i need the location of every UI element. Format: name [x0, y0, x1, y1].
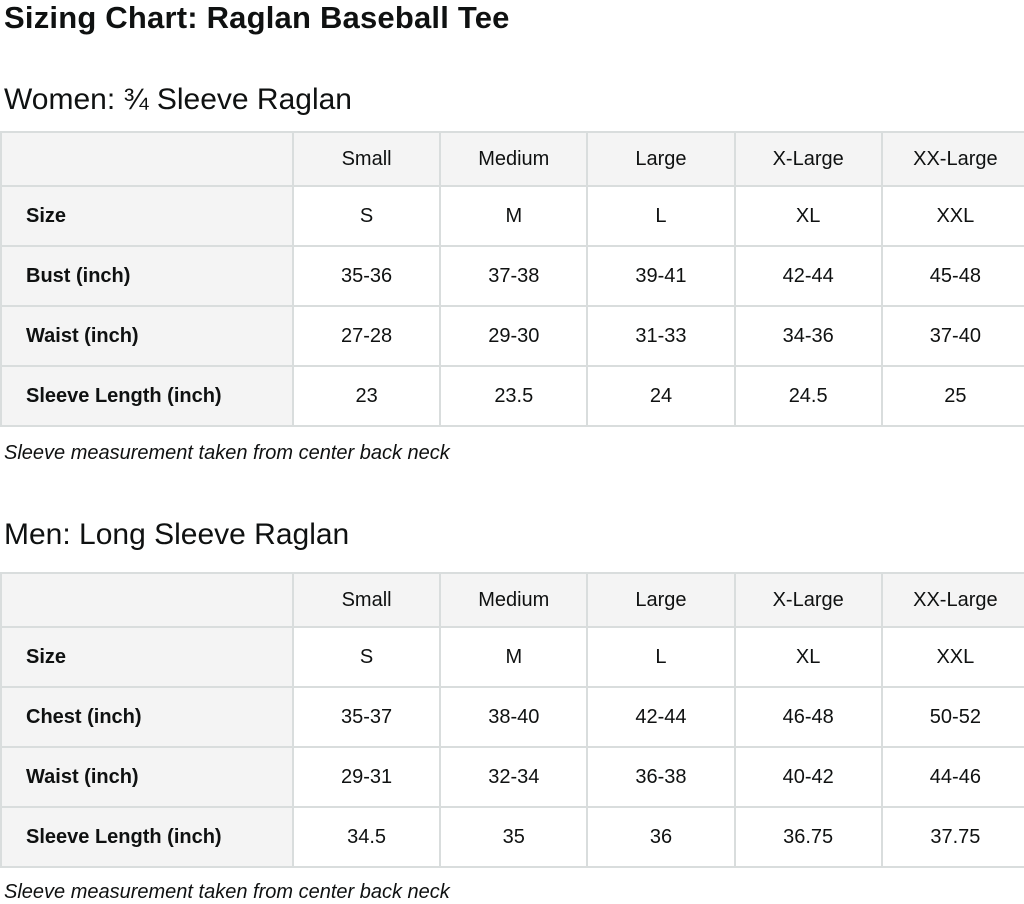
column-header-xx-large: XX-Large: [880, 131, 1024, 187]
row-label: Chest (inch): [0, 686, 294, 748]
table-row: Sleeve Length (inch) 34.5 35 36 36.75 37.75: [0, 806, 1024, 868]
table-row: Sleeve Length (inch) 23 23.5 24 24.5 25: [0, 365, 1024, 427]
column-header-x-large: X-Large: [733, 572, 883, 628]
column-header-medium: Medium: [439, 131, 589, 187]
value-cell: M: [439, 185, 589, 247]
men-sleeve-note: Sleeve measurement taken from center bac…: [4, 881, 450, 903]
value-cell: 35-36: [291, 245, 442, 307]
value-cell: 38-40: [439, 686, 589, 748]
value-cell: 36: [586, 806, 736, 868]
women-sleeve-note: Sleeve measurement taken from center bac…: [4, 442, 450, 464]
column-header-large: Large: [586, 572, 736, 628]
column-header-large: Large: [586, 131, 736, 187]
men-size-table: Small Medium Large X-Large XX-Large Size S M L X…: [0, 572, 1024, 868]
table-row: Size S M L XL XXL: [0, 626, 1024, 688]
women-section: Women: ¾ Sleeve Raglan Small Medium Large X…: [0, 84, 1024, 465]
value-cell: 35: [439, 806, 589, 868]
value-cell: 50-52: [880, 686, 1024, 748]
value-cell: 31-33: [586, 305, 736, 367]
value-cell: 42-44: [586, 686, 736, 748]
header-row: Small Medium Large X-Large XX-Large: [0, 572, 1024, 628]
value-cell: 25: [880, 365, 1024, 427]
value-cell: XL: [733, 626, 883, 688]
row-label: Sleeve Length (inch): [0, 806, 294, 868]
value-cell: 42-44: [733, 245, 883, 307]
value-cell: 23: [291, 365, 442, 427]
value-cell: 29-31: [291, 746, 442, 808]
value-cell: 34.5: [291, 806, 442, 868]
value-cell: 40-42: [733, 746, 883, 808]
table-row: Bust (inch) 35-36 37-38 39-41 42-44 45-48: [0, 245, 1024, 307]
value-cell: S: [291, 185, 442, 247]
value-cell: 24.5: [733, 365, 883, 427]
value-cell: 39-41: [586, 245, 736, 307]
value-cell: 37.75: [880, 806, 1024, 868]
column-header-x-large: X-Large: [733, 131, 883, 187]
women-size-table: Small Medium Large X-Large XX-Large Size S M L X…: [0, 131, 1024, 427]
value-cell: 34-36: [733, 305, 883, 367]
row-label: Waist (inch): [0, 746, 294, 808]
row-label: Waist (inch): [0, 305, 294, 367]
corner-cell: [0, 572, 294, 628]
row-label: Size: [0, 626, 294, 688]
value-cell: 36.75: [733, 806, 883, 868]
header-row: Small Medium Large X-Large XX-Large: [0, 131, 1024, 187]
row-label: Bust (inch): [0, 245, 294, 307]
value-cell: 44-46: [880, 746, 1024, 808]
women-section-heading: Women: ¾ Sleeve Raglan: [4, 83, 352, 116]
value-cell: L: [586, 626, 736, 688]
value-cell: S: [291, 626, 442, 688]
table-row: Waist (inch) 29-31 32-34 36-38 40-42 44-46: [0, 746, 1024, 808]
value-cell: XL: [733, 185, 883, 247]
column-header-small: Small: [291, 572, 442, 628]
value-cell: 37-40: [880, 305, 1024, 367]
value-cell: XXL: [880, 185, 1024, 247]
corner-cell: [0, 131, 294, 187]
row-label: Size: [0, 185, 294, 247]
value-cell: 29-30: [439, 305, 589, 367]
column-header-medium: Medium: [439, 572, 589, 628]
value-cell: 46-48: [733, 686, 883, 748]
value-cell: 27-28: [291, 305, 442, 367]
men-section-heading: Men: Long Sleeve Raglan: [4, 518, 350, 551]
table-row: Size S M L XL XXL: [0, 185, 1024, 247]
men-section: Men: Long Sleeve Raglan Small Medium Large…: [0, 519, 1024, 904]
table-row: Chest (inch) 35-37 38-40 42-44 46-48 50-52: [0, 686, 1024, 748]
row-label: Sleeve Length (inch): [0, 365, 294, 427]
value-cell: XXL: [880, 626, 1024, 688]
table-row: Waist (inch) 27-28 29-30 31-33 34-36 37-40: [0, 305, 1024, 367]
value-cell: 23.5: [439, 365, 589, 427]
value-cell: 45-48: [880, 245, 1024, 307]
value-cell: 37-38: [439, 245, 589, 307]
value-cell: 36-38: [586, 746, 736, 808]
column-header-xx-large: XX-Large: [880, 572, 1024, 628]
column-header-small: Small: [291, 131, 442, 187]
value-cell: L: [586, 185, 736, 247]
value-cell: 32-34: [439, 746, 589, 808]
value-cell: 35-37: [291, 686, 442, 748]
value-cell: 24: [586, 365, 736, 427]
page-title: Sizing Chart: Raglan Baseball Tee: [4, 0, 510, 35]
value-cell: M: [439, 626, 589, 688]
